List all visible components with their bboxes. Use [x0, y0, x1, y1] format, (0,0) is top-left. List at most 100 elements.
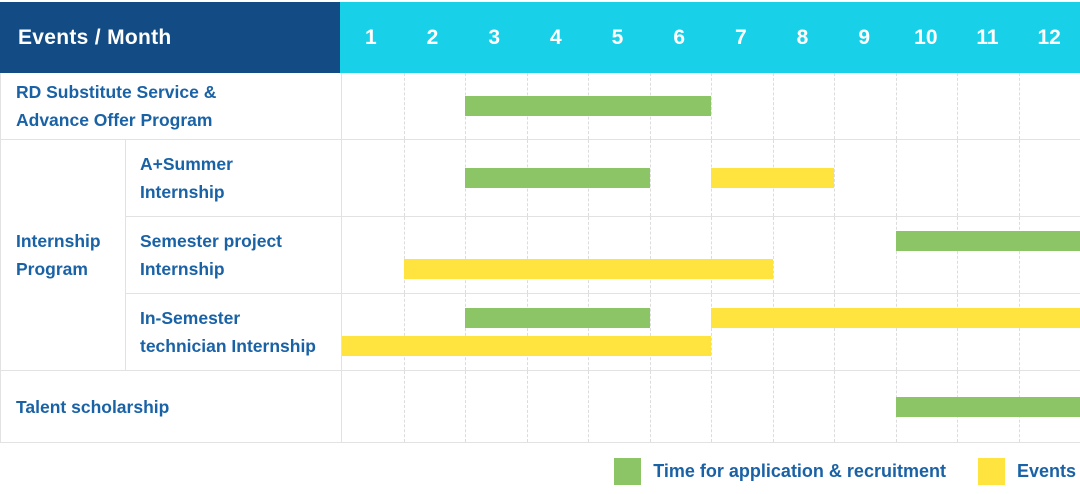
- month-gridline: [895, 217, 897, 293]
- month-gridline: [465, 217, 466, 293]
- group-label-line: Internship: [16, 231, 101, 251]
- month-gridline: [711, 371, 712, 442]
- month-label-3: 3: [488, 25, 500, 49]
- table-header-row: Events / Month 1 2 3 4 5 6 7 8 9 10 11 12: [0, 2, 1080, 73]
- month-label-11: 11: [976, 25, 999, 49]
- month-gridline: [711, 294, 712, 370]
- month-gridline: [526, 371, 528, 442]
- row-label-in-semester-technician: In-Semester technician Internship: [125, 294, 341, 371]
- chart-row-rd-substitute: [341, 73, 1080, 140]
- month-gridline: [1018, 73, 1020, 139]
- chart-row-a-plus-summer: [341, 140, 1080, 217]
- row-label-line: technician Internship: [140, 336, 316, 356]
- month-gridline: [588, 217, 589, 293]
- month-gridline: [772, 73, 774, 139]
- month-label-7: 7: [734, 25, 747, 49]
- month-gridline: [588, 294, 589, 370]
- chart-row-in-semester-technician: [341, 294, 1080, 371]
- month-gridline: [895, 140, 897, 216]
- month-label-4: 4: [549, 25, 562, 49]
- row-label-a-plus-summer: A+Summer Internship: [125, 140, 341, 217]
- month-gridline: [526, 294, 528, 370]
- month-gridline: [465, 294, 466, 370]
- row-label-line: Semester project: [140, 231, 283, 251]
- month-gridline: [649, 140, 651, 216]
- month-gridline: [957, 217, 958, 293]
- month-gridline: [834, 294, 835, 370]
- row-label-line: RD Substitute Service &: [16, 82, 217, 102]
- chart-row-talent-scholarship: [341, 371, 1080, 443]
- gantt-bar-yellow: [342, 336, 711, 356]
- row-label-line: Advance Offer Program: [16, 110, 213, 130]
- month-gridline: [1018, 140, 1020, 216]
- gantt-bar-yellow: [711, 308, 1080, 328]
- yellow-swatch-icon: [977, 458, 1005, 485]
- group-label-line: Program: [16, 259, 88, 279]
- schedule-table: Events / Month 1 2 3 4 5 6 7 8 9 10 11 12 RD Substi…: [0, 2, 1080, 443]
- gantt-bar-green: [895, 231, 1080, 251]
- month-gridline: [834, 140, 835, 216]
- month-gridline: [772, 294, 774, 370]
- legend-item-events: Events: [977, 458, 1076, 485]
- month-gridline: [403, 140, 405, 216]
- month-gridline: [957, 294, 958, 370]
- row-label-talent-scholarship: Talent scholarship: [1, 371, 341, 443]
- row-label-line: In-Semester: [140, 308, 241, 328]
- month-gridline: [834, 371, 835, 442]
- gantt-bar-yellow: [403, 259, 773, 279]
- row-label-line: Internship: [140, 182, 225, 202]
- month-label-9: 9: [858, 25, 870, 49]
- month-gridline: [834, 217, 835, 293]
- row-label-line: Talent scholarship: [16, 396, 170, 417]
- green-swatch-icon: [614, 458, 642, 485]
- events-month-heading: Events / Month: [18, 25, 172, 49]
- month-gridline: [772, 217, 774, 293]
- month-gridline: [834, 73, 835, 139]
- row-label-rd-substitute: RD Substitute Service & Advance Offer Pr…: [1, 73, 341, 140]
- month-gridline: [403, 217, 405, 293]
- gantt-bar-green: [465, 96, 711, 116]
- row-label-line: Internship: [140, 259, 225, 279]
- gantt-bar-green: [465, 168, 650, 188]
- month-gridline: [957, 140, 958, 216]
- month-label-6: 6: [673, 25, 685, 49]
- gantt-bar-green: [895, 396, 1080, 417]
- month-gridline: [711, 73, 712, 139]
- month-label-2: 2: [426, 25, 439, 49]
- month-gridline: [711, 217, 712, 293]
- schedule-body: RD Substitute Service & Advance Offer Pr…: [0, 73, 1080, 443]
- events-month-header-cell: Events / Month: [0, 2, 340, 73]
- month-gridline: [895, 294, 897, 370]
- row-label-semester-project: Semester project Internship: [125, 217, 341, 294]
- month-gridline: [403, 73, 405, 139]
- legend-label: Events: [1016, 461, 1076, 481]
- month-gridline: [1018, 294, 1020, 370]
- month-gridline: [649, 371, 651, 442]
- month-gridline: [1018, 217, 1020, 293]
- group-label-internship-program: Internship Program: [1, 140, 125, 371]
- gantt-bar-yellow: [711, 168, 834, 188]
- row-label-line: A+Summer: [140, 154, 233, 174]
- month-gridline: [465, 371, 466, 442]
- month-gridline: [403, 371, 405, 442]
- month-label-8: 8: [796, 25, 809, 49]
- month-label-5: 5: [611, 25, 624, 49]
- month-label-12: 12: [1037, 25, 1061, 49]
- month-label-10: 10: [914, 25, 938, 49]
- month-gridline: [957, 73, 958, 139]
- gantt-bar-green: [465, 308, 650, 328]
- chart-legend: Time for application & recruitment Event…: [0, 458, 1076, 485]
- month-gridline: [895, 73, 897, 139]
- legend-item-application-recruitment: Time for application & recruitment: [614, 458, 946, 485]
- chart-row-semester-project: [341, 217, 1080, 294]
- month-header-strip: 1 2 3 4 5 6 7 8 9 10 11 12: [340, 2, 1080, 73]
- legend-label: Time for application & recruitment: [653, 461, 946, 481]
- month-gridline: [649, 217, 651, 293]
- month-gridline: [772, 371, 774, 442]
- month-label-1: 1: [364, 25, 377, 49]
- month-gridline: [526, 217, 528, 293]
- month-gridline: [403, 294, 405, 370]
- month-gridline: [588, 371, 589, 442]
- month-gridline: [649, 294, 651, 370]
